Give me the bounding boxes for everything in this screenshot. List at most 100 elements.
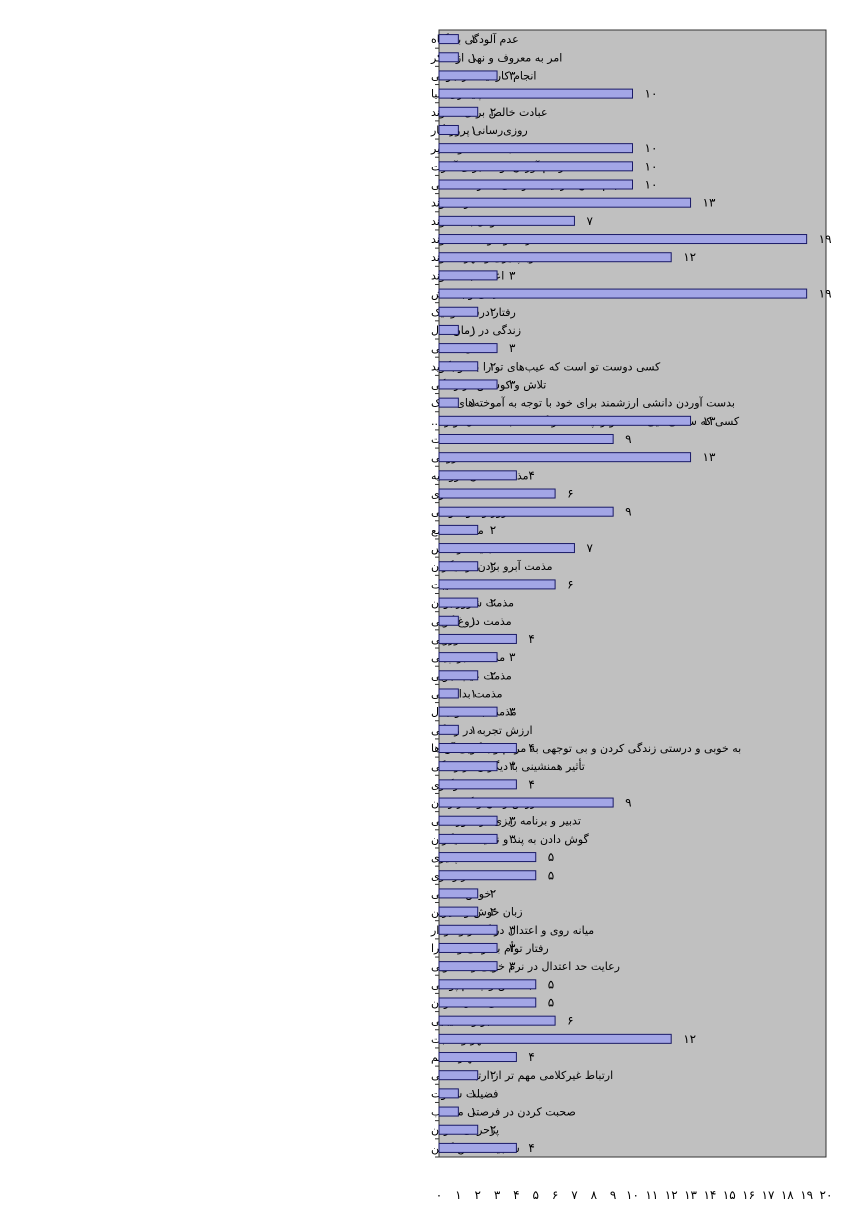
value-label: ۲ <box>490 105 496 119</box>
bar <box>438 1124 479 1135</box>
value-label: ۴ <box>528 777 534 791</box>
x-tick-label: ۱۲ <box>665 1188 678 1202</box>
bar <box>438 833 498 844</box>
value-label: ۴ <box>528 468 534 482</box>
value-label: ۳ <box>509 68 516 82</box>
value-label: ۹ <box>625 505 631 519</box>
bar <box>438 306 479 317</box>
bar <box>438 1142 517 1153</box>
bar <box>438 924 498 935</box>
bar <box>438 433 614 444</box>
bar <box>438 215 575 226</box>
value-label: ۴ <box>528 741 534 755</box>
value-label: ۳ <box>509 832 516 846</box>
value-label: ۱ <box>470 686 476 700</box>
value-label: ۲ <box>490 305 496 319</box>
bar <box>438 88 633 99</box>
bar <box>438 106 479 117</box>
bar <box>438 452 692 463</box>
bar <box>438 706 498 717</box>
bar <box>438 724 459 735</box>
value-label: ۱۹ <box>819 232 832 246</box>
value-label: ۱۰ <box>645 87 658 101</box>
x-tick-label: ۶ <box>552 1188 558 1202</box>
category-label: بدست آوردن دانشی ارزشمند برای خود با توج… <box>431 396 735 410</box>
bar <box>438 379 498 390</box>
value-label: ۱۲ <box>683 1032 696 1046</box>
value-label: ۹ <box>625 796 631 810</box>
bar <box>438 961 498 972</box>
bar <box>438 888 479 899</box>
bar <box>438 1015 556 1026</box>
bar <box>438 34 459 45</box>
value-label: ۴ <box>528 1141 534 1155</box>
x-tick-label: ۱۱ <box>645 1188 658 1202</box>
value-label: ۱۰ <box>645 178 658 192</box>
value-label: ۳ <box>509 341 516 355</box>
x-tick-label: ۵ <box>533 1188 539 1202</box>
bar <box>438 743 517 754</box>
bar <box>438 343 498 354</box>
value-label: ۱ <box>470 323 476 337</box>
bar <box>438 288 808 299</box>
bar <box>438 524 479 535</box>
value-label: ۲ <box>490 668 496 682</box>
x-tick-label: ۱۸ <box>781 1188 794 1202</box>
bar <box>438 652 498 663</box>
bar <box>438 506 614 517</box>
value-label: ۵ <box>548 977 554 991</box>
x-tick-label: ۹ <box>610 1188 616 1202</box>
bar <box>438 688 459 699</box>
value-label: ۱۹ <box>819 287 832 301</box>
x-tick-label: ۰ <box>436 1188 442 1202</box>
bar <box>438 579 556 590</box>
value-label: ۱ <box>470 396 476 410</box>
value-label: ۲ <box>490 559 496 573</box>
bar <box>438 942 498 953</box>
bar <box>438 234 808 245</box>
bar <box>438 870 537 881</box>
bar <box>438 397 459 408</box>
bar <box>438 488 556 499</box>
value-label: ۱۲ <box>683 250 696 264</box>
bar <box>438 852 537 863</box>
bar <box>438 197 692 208</box>
value-label: ۱ <box>470 614 476 628</box>
value-label: ۵ <box>548 995 554 1009</box>
value-label: ۳ <box>509 814 516 828</box>
x-tick-label: ۱۵ <box>723 1188 736 1202</box>
x-tick-label: ۱۰ <box>626 1188 639 1202</box>
value-label: ۲ <box>490 1068 496 1082</box>
value-label: ۱ <box>470 50 476 64</box>
x-tick-label: ۸ <box>591 1188 598 1202</box>
value-label: ۳ <box>509 650 516 664</box>
bar <box>438 633 517 644</box>
value-label: ۲ <box>490 596 496 610</box>
value-label: ۳ <box>509 268 516 282</box>
value-label: ۲ <box>490 905 496 919</box>
x-tick-label: ۱۹ <box>800 1188 813 1202</box>
bar <box>438 997 537 1008</box>
bar <box>438 70 498 81</box>
value-label: ۱ <box>470 723 476 737</box>
value-label: ۱۳ <box>703 414 716 428</box>
category-label: کسی دوست تو است که عیب‌های تو را به تو ب… <box>431 360 661 373</box>
bar <box>438 561 479 572</box>
bar <box>438 415 692 426</box>
value-label: ۶ <box>567 487 573 501</box>
bar <box>438 52 459 63</box>
value-label: ۳ <box>509 759 516 773</box>
bar <box>438 252 672 263</box>
value-label: ۱ <box>470 1086 476 1100</box>
value-label: ۳ <box>509 959 516 973</box>
category-label: صحبت کردن در فرصتی مناسب <box>431 1106 576 1119</box>
value-label: ۱۰ <box>645 159 658 173</box>
bar <box>438 1052 517 1063</box>
bar <box>438 670 479 681</box>
bar <box>438 797 614 808</box>
value-label: ۶ <box>567 1014 573 1028</box>
value-label: ۳ <box>509 941 516 955</box>
x-tick-label: ۱۷ <box>762 1188 775 1202</box>
